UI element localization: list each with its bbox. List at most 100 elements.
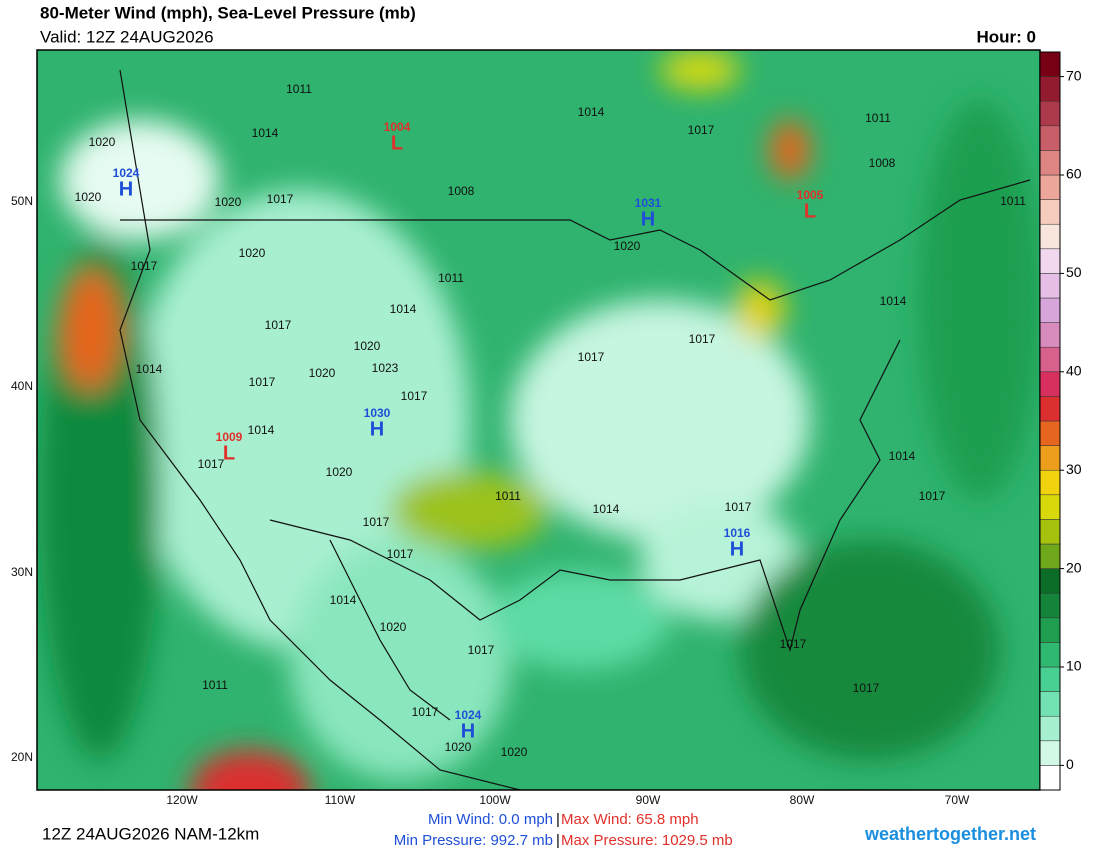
- wind-field: [40, 50, 1040, 790]
- center-letter: H: [461, 720, 475, 742]
- center-value: 1030: [364, 406, 391, 420]
- isobar-label: 1011: [495, 489, 521, 503]
- isobar-label: 1017: [412, 705, 439, 719]
- center-value: 1024: [113, 166, 140, 180]
- colorbar-tick-label: 70: [1066, 67, 1082, 83]
- isobar-label: 1014: [330, 593, 357, 607]
- isobar-label: 1017: [401, 389, 428, 403]
- isobar-label: 1014: [880, 294, 907, 308]
- separator: |: [556, 832, 560, 849]
- colorbar: 0 10 20 30 40 50 60 70: [1039, 51, 1082, 791]
- center-letter: L: [223, 442, 235, 464]
- colorbar-swatch: [1039, 691, 1061, 717]
- colorbar-frame: [1039, 51, 1061, 791]
- colorbar-swatch: [1039, 297, 1061, 323]
- colorbar-swatch: [1039, 420, 1061, 446]
- colorbar-swatch: [1039, 199, 1061, 225]
- isobar-label: 1017: [363, 515, 390, 529]
- center-letter: H: [119, 178, 133, 200]
- lon-label: 110W: [325, 793, 356, 807]
- colorbar-swatch: [1039, 617, 1061, 643]
- isobar-label: 1017: [468, 643, 495, 657]
- center-letter: L: [391, 132, 403, 154]
- colorbar-swatch: [1039, 592, 1061, 619]
- isobar-label: 1014: [248, 423, 275, 437]
- colorbar-swatch: [1039, 494, 1061, 520]
- isobar-label: 1017: [780, 637, 807, 651]
- isobar-label: 1011: [438, 271, 464, 285]
- colorbar-tick-label: 60: [1066, 166, 1082, 182]
- isobar-label: 1017: [578, 350, 605, 364]
- isobar-label: 1017: [265, 318, 292, 332]
- colorbar-swatch: [1039, 76, 1061, 102]
- lat-label: 30N: [11, 565, 33, 579]
- isobar-label: 1020: [614, 239, 641, 253]
- separator: |: [556, 811, 560, 828]
- isobar-label: 1017: [919, 489, 946, 503]
- min-wind: Min Wind: 0.0 mph: [428, 811, 553, 828]
- lon-label: 100W: [479, 793, 511, 807]
- colorbar-tick-label: 0: [1066, 756, 1074, 772]
- center-letter: H: [370, 418, 384, 440]
- colorbar-swatch: [1039, 100, 1061, 127]
- isobar-label: 1011: [286, 82, 312, 96]
- colorbar-swatch: [1039, 666, 1061, 692]
- lat-label: 50N: [11, 194, 33, 208]
- colorbar-swatch: [1039, 223, 1061, 250]
- min-pressure: Min Pressure: 992.7 mb: [394, 832, 553, 849]
- isobar-label: 1020: [445, 740, 472, 754]
- lon-label: 80W: [790, 793, 815, 807]
- isobar-label: 1014: [889, 449, 916, 463]
- center-letter: H: [641, 208, 655, 230]
- colorbar-swatch: [1039, 273, 1061, 299]
- model-run: 12Z 24AUG2026 NAM-12km: [42, 824, 259, 843]
- isobar-label: 1020: [75, 190, 102, 204]
- center-value: 1004: [384, 120, 411, 134]
- isobar-label: 1017: [131, 259, 158, 273]
- colorbar-swatch: [1039, 543, 1061, 569]
- isobar-label: 1020: [326, 465, 353, 479]
- isobar-label: 1014: [136, 362, 163, 376]
- colorbar-swatch: [1039, 715, 1061, 742]
- center-value: 1009: [216, 430, 243, 444]
- colorbar-swatch: [1039, 371, 1061, 397]
- isobar-label: 1017: [725, 500, 752, 514]
- colorbar-tick-label: 40: [1066, 363, 1082, 379]
- isobar-label: 1011: [865, 111, 891, 125]
- colorbar-tick-label: 50: [1066, 264, 1082, 280]
- colorbar-swatch: [1039, 322, 1061, 348]
- isobar-label: 1011: [1000, 194, 1026, 208]
- isobar-label: 1017: [853, 681, 880, 695]
- colorbar-swatch: [1039, 642, 1061, 668]
- isobar-label: 1017: [689, 332, 716, 346]
- lat-label: 40N: [11, 379, 33, 393]
- lon-label: 90W: [636, 793, 661, 807]
- isobar-label: 1020: [501, 745, 528, 759]
- colorbar-swatch: [1039, 519, 1061, 545]
- valid-time: Valid: 12Z 24AUG2026: [40, 27, 214, 46]
- colorbar-swatch: [1039, 765, 1061, 791]
- center-value: 1031: [635, 196, 662, 210]
- isobar-label: 1017: [267, 192, 294, 206]
- isobar-label: 1023: [372, 361, 399, 375]
- isobar-label: 1014: [390, 302, 417, 316]
- center-letter: L: [804, 200, 816, 222]
- isobar-label: 1017: [688, 123, 715, 137]
- isobar-label: 1020: [89, 135, 116, 149]
- title: 80-Meter Wind (mph), Sea-Level Pressure …: [40, 3, 416, 22]
- boundaries: [119, 69, 1031, 790]
- colorbar-tick-label: 20: [1066, 559, 1082, 575]
- lat-label: 20N: [11, 750, 33, 764]
- colorbar-swatch: [1039, 346, 1061, 373]
- isobar-label: 1020: [215, 195, 242, 209]
- max-pressure: Max Pressure: 1029.5 mb: [561, 832, 733, 849]
- map-area: [37, 50, 1040, 790]
- colorbar-swatch: [1039, 125, 1061, 151]
- colorbar-swatch: [1039, 248, 1061, 274]
- isobar-label: 1008: [869, 156, 896, 170]
- colorbar-swatch: [1039, 174, 1061, 200]
- colorbar-swatch: [1039, 568, 1061, 594]
- center-value: 1024: [455, 708, 482, 722]
- max-wind: Max Wind: 65.8 mph: [561, 811, 699, 828]
